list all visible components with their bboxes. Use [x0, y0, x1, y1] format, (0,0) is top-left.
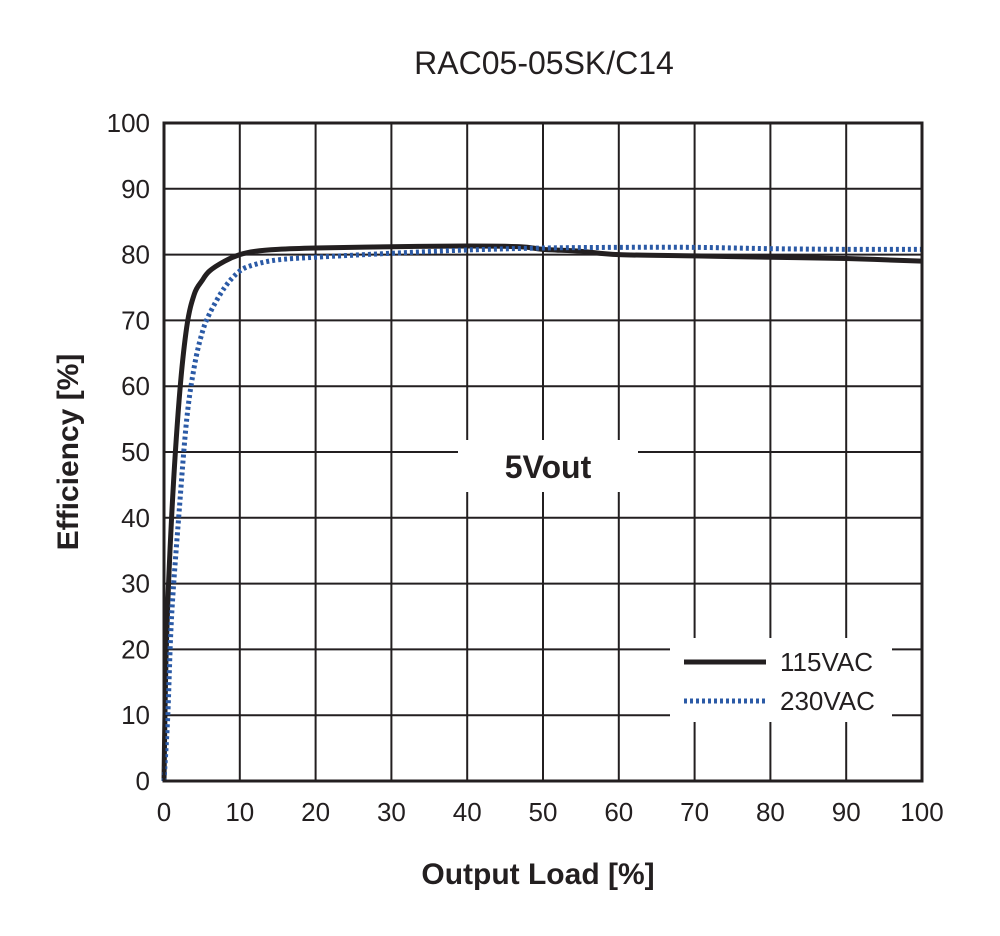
series-lines	[161, 243, 923, 782]
x-tick-label: 90	[832, 797, 861, 827]
x-tick-label: 20	[301, 797, 330, 827]
chart-title: RAC05-05SK/C14	[414, 45, 674, 81]
x-tick-label: 40	[453, 797, 482, 827]
annotation-group: 5Vout	[458, 440, 638, 492]
x-tick-label: 70	[680, 797, 709, 827]
x-tick-label: 80	[756, 797, 785, 827]
y-tick-label: 20	[121, 634, 150, 664]
y-tick-label: 90	[121, 174, 150, 204]
x-tick-label: 30	[377, 797, 406, 827]
x-tick-label: 50	[529, 797, 558, 827]
series-line-230vac	[161, 244, 923, 782]
y-tick-label: 40	[121, 503, 150, 533]
tick-labels: 0 10 20 30 40 50 60 70 80 90 100 0 10 20 30 40 50 60 70 80 9…	[107, 108, 944, 827]
y-tick-label: 0	[136, 766, 150, 796]
y-tick-label: 70	[121, 305, 150, 335]
y-tick-label: 100	[107, 108, 150, 138]
annotation-background	[458, 440, 638, 492]
y-tick-label: 60	[121, 371, 150, 401]
x-tick-label: 60	[604, 797, 633, 827]
x-tick-label: 100	[900, 797, 943, 827]
annotation-label: 5Vout	[505, 449, 592, 485]
plot-frame	[162, 121, 924, 783]
legend-label-230vac: 230VAC	[780, 686, 875, 716]
x-axis-label: Output Load [%]	[421, 858, 654, 891]
series-line-115vac	[161, 243, 923, 782]
legend-background	[670, 638, 892, 722]
y-tick-label: 50	[121, 437, 150, 467]
legend-label-115vac: 115VAC	[780, 647, 873, 677]
legend: 115VAC 230VAC	[670, 638, 892, 722]
y-tick-label: 10	[121, 700, 150, 730]
y-tick-label: 80	[121, 240, 150, 270]
y-tick-label: 30	[121, 569, 150, 599]
x-tick-label: 0	[157, 797, 171, 827]
x-tick-label: 10	[225, 797, 254, 827]
y-axis-label: Efficiency [%]	[52, 354, 85, 551]
